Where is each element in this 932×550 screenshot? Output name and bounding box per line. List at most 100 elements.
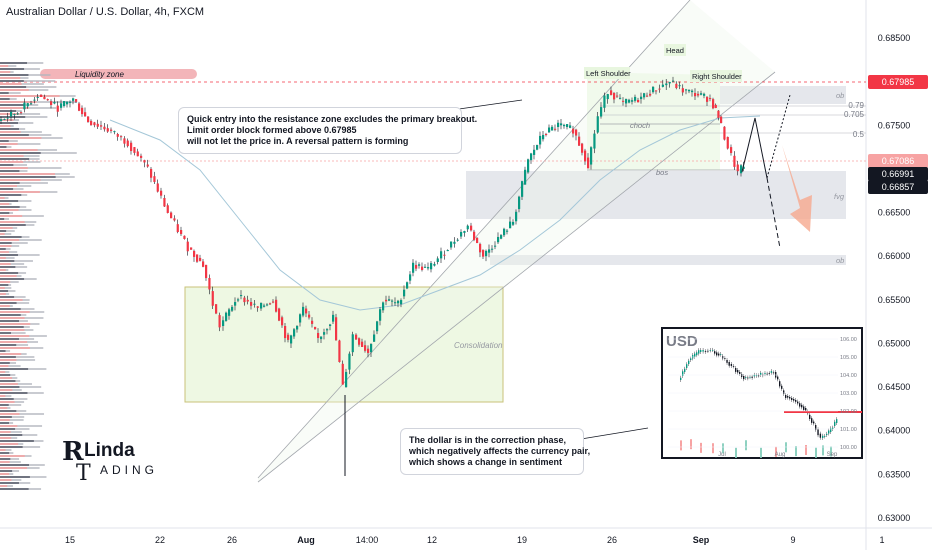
candle-body	[578, 136, 581, 146]
volume-profile-bar	[0, 107, 29, 109]
volume-profile-bar	[0, 410, 17, 412]
inset-candle-body	[688, 360, 690, 364]
volume-profile-bar	[0, 257, 15, 259]
volume-profile-bar	[0, 314, 21, 316]
volume-profile-bar	[0, 425, 18, 427]
price-badge-label: 0.66991	[882, 169, 915, 179]
inset-time-tick: Aug	[775, 452, 786, 458]
inset-candle-body	[772, 372, 775, 374]
bottom-note-pointer	[574, 427, 649, 441]
volume-profile-bar	[0, 236, 22, 238]
candle-body	[433, 263, 436, 266]
inset-candle-body	[834, 421, 836, 426]
volume-profile-bar	[0, 257, 6, 259]
volume-profile-bar	[0, 242, 28, 244]
price-tick-label: 0.66000	[878, 251, 911, 261]
inset-volume-bar	[690, 439, 692, 450]
volume-profile-bar	[0, 140, 9, 142]
candle-body	[521, 181, 524, 197]
candle-body	[63, 101, 66, 107]
volume-profile-bar	[0, 200, 19, 202]
fvg-zone	[466, 171, 846, 219]
inset-volume-bar	[775, 446, 777, 457]
volume-profile-bar	[0, 347, 30, 349]
candle-body	[0, 119, 3, 121]
candle-body	[742, 166, 745, 169]
head-label-bg	[664, 44, 686, 56]
candle-body	[256, 306, 259, 308]
candle-body	[600, 107, 603, 117]
inset-price-tick: 102.00	[840, 409, 857, 415]
volume-profile-bar	[0, 95, 60, 97]
candle-body	[75, 99, 78, 102]
candle-body	[418, 264, 421, 266]
candle-body	[358, 338, 361, 345]
volume-profile-bar	[0, 101, 77, 103]
candle-body	[661, 84, 664, 87]
svg-text:R: R	[62, 437, 84, 467]
candle-body	[183, 235, 186, 239]
candles	[0, 76, 745, 388]
candle-body	[143, 160, 146, 163]
candle-body	[551, 126, 554, 131]
candle-body	[681, 88, 684, 93]
volume-profile-bar	[0, 344, 17, 346]
volume-profile-bar	[0, 449, 6, 451]
candle-body	[424, 266, 427, 268]
volume-profile-bar	[0, 359, 17, 361]
candle-body	[153, 176, 156, 182]
candle-body	[723, 126, 726, 140]
volume-profile-bar	[0, 227, 13, 229]
volume-profile-bar	[0, 101, 37, 103]
candle-body	[146, 164, 149, 167]
logo-bottom-text: ADING	[100, 463, 159, 477]
candle-body	[13, 114, 16, 116]
inset-candle-body	[749, 376, 751, 378]
inset-candle-body	[789, 397, 791, 399]
inset-candle-body	[770, 371, 773, 373]
volume-profile-bar	[0, 65, 17, 67]
inset-candle-body	[760, 372, 762, 375]
price-tick-label: 0.63000	[878, 513, 911, 523]
inset-candle-body	[795, 400, 797, 402]
price-axis[interactable]	[866, 0, 932, 550]
inset-candle-body	[716, 352, 718, 356]
candle-body	[23, 102, 26, 110]
candle-body	[740, 165, 743, 174]
inset-volume-bar	[722, 443, 724, 454]
volume-profile-bar	[0, 395, 6, 397]
volume-profile-bar	[0, 383, 18, 385]
volume-profile-bar	[0, 242, 12, 244]
volume-profile-bar	[0, 404, 22, 406]
candle-body	[548, 127, 551, 133]
down-arrow-icon	[782, 145, 812, 232]
volume-profile-bar	[0, 158, 30, 160]
inset-candle-body	[712, 349, 714, 351]
volume-profile-bar	[0, 404, 9, 406]
volume-profile-bar	[0, 458, 11, 460]
candle-body	[260, 302, 263, 309]
candle-body	[332, 314, 335, 322]
bottom-note-line: The dollar is in the correction phase,	[409, 435, 567, 445]
candle-body	[706, 96, 709, 102]
inset-candle-body	[684, 368, 686, 372]
volume-profile-bar	[0, 149, 38, 151]
time-tick-label: 19	[517, 535, 527, 545]
candle-body	[228, 309, 231, 316]
candle-body	[509, 221, 512, 229]
candle-body	[205, 264, 208, 279]
volume-profile-bar	[0, 212, 10, 214]
volume-profile-bar	[0, 137, 42, 139]
volume-profile-bar	[0, 311, 30, 313]
inset-candle-body	[698, 350, 700, 354]
volume-profile-bar	[0, 479, 12, 481]
candle-body	[348, 353, 351, 370]
candle-body	[196, 254, 199, 262]
inset-price-tick: 103.00	[840, 391, 857, 397]
candle-body	[293, 329, 296, 337]
inset-candle-body	[797, 401, 799, 404]
candle-body	[554, 128, 557, 130]
candle-body	[506, 230, 509, 232]
volume-profile-bar	[0, 287, 12, 289]
